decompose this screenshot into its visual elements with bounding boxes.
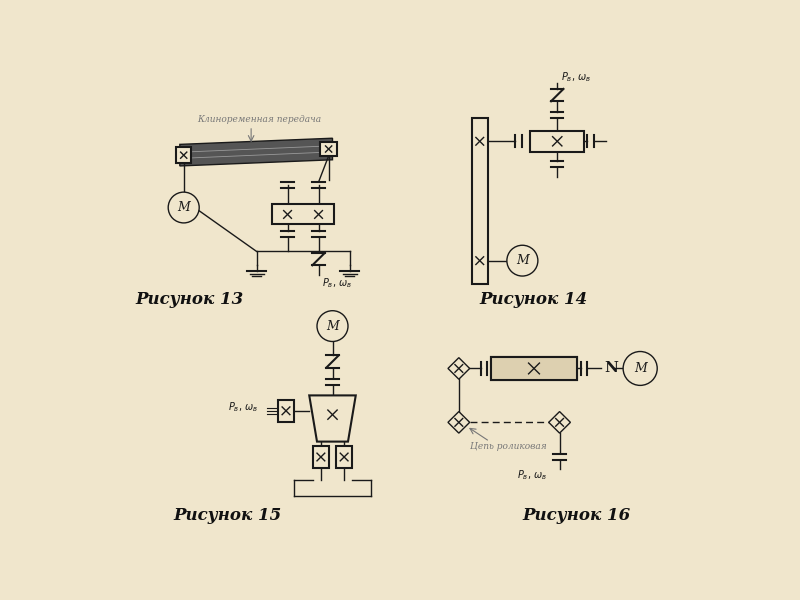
Text: М: М [178,201,190,214]
Polygon shape [448,412,470,433]
Text: М: М [634,362,646,375]
Circle shape [168,192,199,223]
Bar [530,131,584,152]
Text: Клиноременная передача: Клиноременная передача [197,115,321,124]
Circle shape [507,245,538,276]
Text: Рисунок 15: Рисунок 15 [174,507,282,524]
Bar [272,205,334,224]
Text: $P_{\mathit{в}},\, \omega_{\mathit{в}}$: $P_{\mathit{в}},\, \omega_{\mathit{в}}$ [561,71,592,85]
Polygon shape [549,412,570,433]
Polygon shape [448,358,470,379]
Text: $P_{\mathit{в}},\, \omega_{\mathit{в}}$: $P_{\mathit{в}},\, \omega_{\mathit{в}}$ [517,469,548,482]
Circle shape [623,352,658,385]
Bar [313,446,329,468]
Bar [336,446,352,468]
Bar [176,148,191,163]
Text: Рисунок 14: Рисунок 14 [480,292,588,308]
Circle shape [317,311,348,341]
Text: Цепь роликовая: Цепь роликовая [470,442,547,451]
Polygon shape [310,395,356,442]
Text: $P_{\mathit{в}},\, \omega_{\mathit{в}}$: $P_{\mathit{в}},\, \omega_{\mathit{в}}$ [228,400,259,414]
Bar [278,400,294,422]
Bar [491,357,577,380]
Bar [472,118,487,284]
Polygon shape [180,138,333,166]
Bar [491,357,577,380]
Text: N: N [605,361,618,376]
Text: $P_{\mathit{в}},\, \omega_{\mathit{в}}$: $P_{\mathit{в}},\, \omega_{\mathit{в}}$ [322,276,353,290]
Text: М: М [516,254,529,267]
Text: Рисунок 13: Рисунок 13 [135,292,243,308]
Text: Рисунок 16: Рисунок 16 [522,507,630,524]
Bar [320,142,337,156]
Text: М: М [326,320,339,332]
